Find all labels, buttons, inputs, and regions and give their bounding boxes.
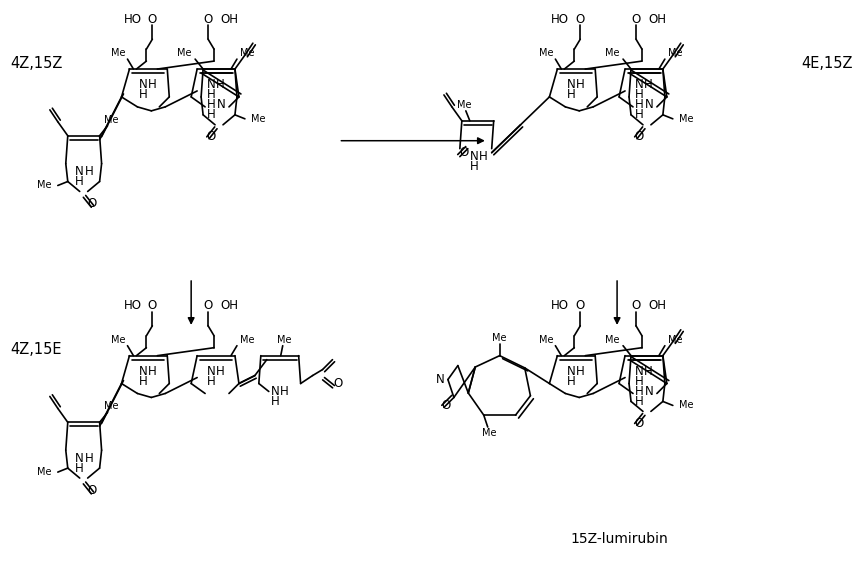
Text: H: H [635, 89, 643, 101]
Text: 4Z,15E: 4Z,15E [10, 342, 62, 357]
Text: H: H [207, 108, 216, 121]
Text: OH: OH [220, 299, 238, 312]
Text: H: H [207, 98, 216, 112]
Text: Me: Me [251, 114, 265, 124]
Text: Me: Me [177, 48, 192, 58]
Text: O: O [631, 299, 641, 312]
Text: H: H [567, 375, 576, 388]
Text: O: O [576, 299, 585, 312]
Text: H: H [576, 365, 585, 378]
Text: O: O [334, 377, 343, 390]
Text: Me: Me [539, 335, 553, 345]
Text: N: N [76, 165, 84, 178]
Text: N: N [216, 98, 225, 112]
Text: H: H [643, 78, 652, 92]
Text: Me: Me [277, 335, 292, 345]
Text: H: H [148, 78, 156, 92]
Text: Me: Me [679, 114, 693, 124]
Text: N: N [139, 78, 148, 92]
Text: H: H [635, 98, 643, 112]
Text: Me: Me [667, 48, 682, 58]
Text: H: H [148, 365, 156, 378]
Text: H: H [76, 175, 84, 188]
Text: N: N [567, 78, 576, 92]
Text: N: N [469, 150, 478, 163]
Text: N: N [139, 365, 148, 378]
Text: O: O [204, 299, 213, 312]
Text: H: H [76, 462, 84, 475]
Text: O: O [87, 197, 96, 210]
Text: OH: OH [220, 13, 238, 26]
Text: HO: HO [124, 13, 142, 26]
Text: Me: Me [240, 48, 254, 58]
Text: H: H [479, 150, 488, 163]
Text: N: N [207, 365, 216, 378]
Text: Me: Me [605, 48, 619, 58]
Text: Me: Me [111, 335, 125, 345]
Text: Me: Me [667, 335, 682, 345]
Text: N: N [635, 78, 643, 92]
Text: OH: OH [648, 13, 666, 26]
Text: O: O [576, 13, 585, 26]
Text: H: H [635, 108, 643, 121]
Text: HO: HO [551, 13, 570, 26]
Text: HO: HO [124, 299, 142, 312]
Text: H: H [207, 375, 216, 388]
Text: H: H [271, 395, 279, 408]
Text: H: H [567, 89, 576, 101]
Text: Me: Me [483, 428, 497, 438]
Text: N: N [271, 385, 279, 398]
Text: Me: Me [679, 400, 693, 411]
Text: N: N [207, 78, 216, 92]
Text: O: O [148, 13, 157, 26]
Text: N: N [644, 98, 654, 112]
Text: O: O [634, 417, 643, 430]
Text: N: N [567, 365, 576, 378]
Text: Me: Me [37, 467, 52, 477]
Text: N: N [635, 365, 643, 378]
Text: H: H [216, 78, 224, 92]
Text: O: O [204, 13, 213, 26]
Text: 15Z-lumirubin: 15Z-lumirubin [570, 532, 668, 546]
Text: O: O [87, 483, 96, 496]
Text: Me: Me [605, 335, 619, 345]
Text: H: H [139, 375, 148, 388]
Text: H: H [207, 89, 216, 101]
Text: 4E,15Z: 4E,15Z [801, 55, 853, 70]
Text: H: H [635, 385, 643, 398]
Text: H: H [635, 375, 643, 388]
Text: H: H [576, 78, 585, 92]
Text: H: H [469, 160, 478, 173]
Text: H: H [85, 452, 94, 464]
Text: 4Z,15Z: 4Z,15Z [10, 55, 63, 70]
Text: H: H [139, 89, 148, 101]
Text: Me: Me [104, 402, 119, 411]
Text: H: H [635, 395, 643, 408]
Text: O: O [148, 299, 157, 312]
Text: H: H [280, 385, 289, 398]
Text: Me: Me [539, 48, 553, 58]
Text: Me: Me [492, 333, 507, 343]
Text: N: N [76, 452, 84, 464]
Text: Me: Me [240, 335, 254, 345]
Text: O: O [631, 13, 641, 26]
Text: HO: HO [551, 299, 570, 312]
Text: O: O [442, 399, 450, 412]
Text: Me: Me [457, 100, 471, 110]
Text: H: H [216, 365, 224, 378]
Text: N: N [436, 373, 444, 386]
Text: OH: OH [648, 299, 666, 312]
Text: O: O [460, 146, 468, 159]
Text: H: H [643, 365, 652, 378]
Text: Me: Me [111, 48, 125, 58]
Text: Me: Me [37, 181, 52, 190]
Text: Me: Me [104, 115, 119, 125]
Text: N: N [644, 385, 654, 398]
Text: H: H [85, 165, 94, 178]
Text: O: O [206, 130, 216, 143]
Text: O: O [634, 130, 643, 143]
